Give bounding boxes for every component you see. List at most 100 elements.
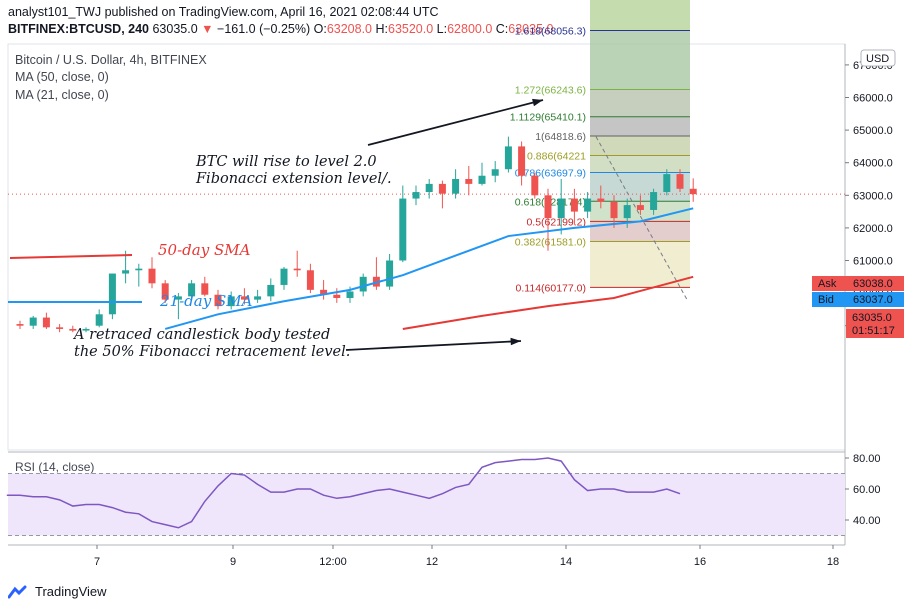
candle-body [584, 198, 592, 212]
candle-body [333, 294, 341, 298]
candle-body [16, 324, 24, 326]
candle-body [636, 205, 644, 210]
candle-body [280, 268, 288, 285]
fib-level-label: 0.5(62199.2) [526, 216, 586, 228]
fib-zone-band [590, 116, 690, 137]
candle-body [29, 317, 37, 326]
candle-body [610, 201, 618, 219]
fib-zone-band [590, 221, 690, 242]
retrace-annotation-line2: the 50% Fibonacci retracement level. [74, 344, 350, 360]
open-value: 63208.0 [326, 22, 373, 36]
price-tick-label: 65000.0 [853, 125, 893, 137]
candle-body [452, 179, 460, 194]
fib-level-label: 0.786(63697.9) [515, 168, 586, 180]
fib-level-label: 0.382(61581.0) [515, 237, 586, 249]
bid-value-badge [848, 292, 904, 307]
candle-body [306, 270, 314, 290]
candle-body [69, 328, 77, 331]
time-tick-label: 14 [560, 556, 572, 568]
fib-level-label: 0.114(60177.0) [516, 282, 586, 294]
candle-body [188, 283, 196, 297]
candle-body [689, 188, 697, 195]
open-label: O: [313, 22, 327, 36]
bid-badge [812, 292, 848, 307]
price-pane [7, 43, 846, 451]
candle-body [161, 283, 169, 300]
time-tick-label: 12 [426, 556, 438, 568]
logo-text: TradingView [35, 584, 107, 599]
candle-body [359, 276, 367, 292]
price-tick-label: 61000.0 [853, 256, 893, 268]
legend-rsi[interactable]: RSI (14, close) [15, 460, 95, 474]
fib-trend-line [595, 136, 688, 300]
candle-body [676, 174, 684, 189]
candle-body [386, 260, 394, 287]
sma21-line [164, 207, 694, 330]
last-price: 63035.0 [152, 22, 198, 36]
candle-body [412, 192, 420, 199]
candle-body [320, 289, 328, 295]
candle-body [663, 174, 671, 193]
high-value: 63520.0 [388, 22, 434, 36]
candle-body [254, 296, 262, 300]
candle-body [293, 268, 301, 271]
last-price-badge [846, 309, 904, 338]
fib-level-label: 1.1129(65410.1) [510, 112, 586, 124]
rsi-tick-label: 40.00 [853, 515, 881, 527]
candle-body [531, 175, 539, 196]
retrace-arrow [345, 340, 522, 351]
fib-zone-band [590, 30, 690, 90]
price-tick-label: 66000.0 [853, 93, 893, 105]
rise-annotation-line2: Fibonacci extension level/. [195, 171, 392, 187]
rsi-tick-label: 80.00 [853, 453, 881, 465]
candle-body [425, 183, 433, 193]
candle-body [518, 146, 526, 176]
candle-body [399, 198, 407, 261]
time-tick-label: 9 [230, 556, 236, 568]
symbol-name[interactable]: BITFINEX:BTCUSD, 240 [8, 22, 149, 36]
candle-body [227, 296, 235, 307]
candle-body [438, 183, 446, 194]
fib-zone-band [590, 155, 690, 173]
down-arrow-icon: ▼ [201, 22, 214, 36]
price-change: −161.0 (−0.25%) [217, 22, 311, 36]
candle-body [346, 291, 354, 298]
fib-zone-band [590, 136, 690, 156]
bid-label: Bid [818, 294, 834, 306]
candle-body [56, 327, 64, 329]
candle-body [504, 146, 512, 170]
time-tick-label: 7 [94, 556, 100, 568]
tradingview-logo-icon [8, 585, 27, 598]
candle-body [240, 296, 248, 300]
rise-annotation-line1: BTC will rise to level 2.0 [195, 154, 377, 170]
publish-info: analyst101_TWJ published on TradingView.… [8, 5, 439, 19]
candle-body [650, 192, 658, 210]
close-label: C: [495, 22, 509, 36]
legend-ma21[interactable]: MA (21, close, 0) [15, 88, 109, 102]
price-tick-label: 64000.0 [853, 158, 893, 170]
fib-zone-band [590, 0, 690, 31]
fib-level-label: 0.886(64221 [527, 150, 586, 162]
time-tick-label: 12:00 [319, 556, 347, 568]
ask-value-badge [848, 276, 904, 291]
sma50-line [402, 275, 694, 330]
candle-body [122, 270, 130, 274]
price-tick-label: 63000.0 [853, 190, 893, 202]
candle-body [214, 294, 222, 307]
low-value: 62800.0 [447, 22, 493, 36]
rise-arrow [367, 99, 544, 146]
sma50-label-line [9, 254, 133, 259]
symbol-quote-line: BITFINEX:BTCUSD, 240 63035.0 ▼ −161.0 (−… [8, 22, 553, 36]
retrace-arrow-head [510, 337, 521, 346]
fib-level-label: 1.618(68056.3) [515, 25, 586, 37]
bar-countdown: 01:51:17 [852, 325, 895, 337]
ask-badge [812, 276, 848, 291]
candle-body [557, 198, 565, 219]
bid-value: 63037.0 [853, 294, 893, 306]
fib-zone-band [590, 241, 690, 288]
legend-ma50[interactable]: MA (50, close, 0) [15, 70, 109, 84]
sma21-label: 21-day SMA [159, 292, 253, 310]
fib-zone-band [590, 89, 690, 117]
tradingview-logo: TradingView [8, 584, 107, 599]
